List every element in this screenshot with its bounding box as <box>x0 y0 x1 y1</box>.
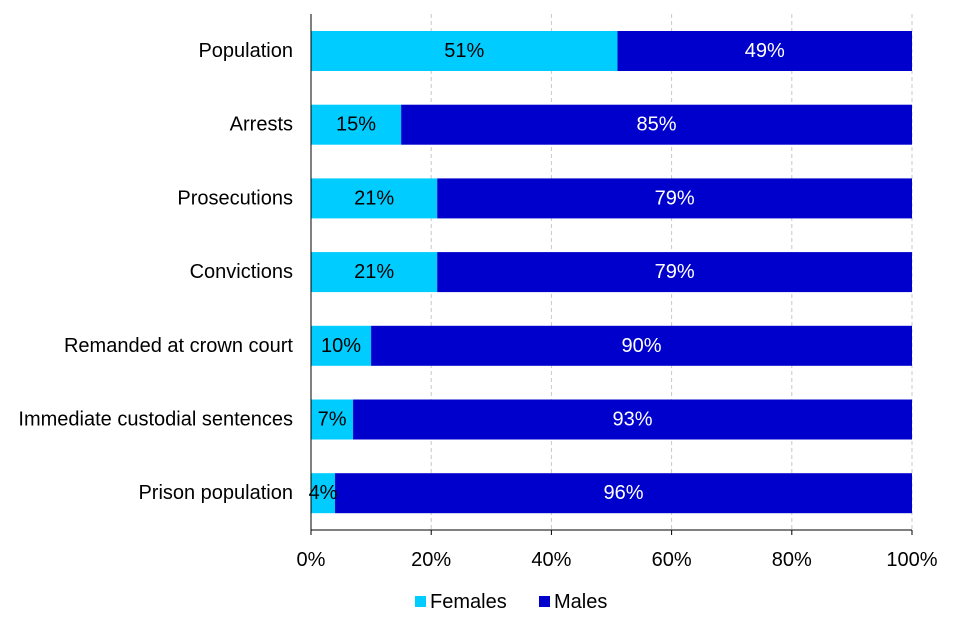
x-tick-label: 0% <box>297 549 326 571</box>
category-label: Prison population <box>138 482 293 504</box>
data-label: 79% <box>655 187 695 209</box>
axes <box>310 14 913 535</box>
legend-swatch-males <box>539 596 550 607</box>
x-tick-label: 40% <box>531 549 571 571</box>
bar-females <box>311 104 402 145</box>
bar-males <box>617 31 912 71</box>
x-tick-label: 100% <box>886 549 937 571</box>
category-label: Convictions <box>190 261 293 283</box>
x-tick-label: 80% <box>772 549 812 571</box>
bar-males <box>437 178 912 219</box>
data-label: 51% <box>444 40 484 62</box>
data-label: 79% <box>655 261 695 283</box>
legend-label-females: Females <box>430 591 507 613</box>
bar-males <box>437 252 912 293</box>
data-label: 49% <box>745 40 785 62</box>
data-label: 21% <box>354 261 394 283</box>
labels: 51% 49% Population 15% 85% Arrests 21% 79% Prose… <box>18 40 937 571</box>
x-tick-label: 20% <box>411 549 451 571</box>
data-label: 10% <box>321 335 361 357</box>
legend-label-males: Males <box>554 591 607 613</box>
data-label: 15% <box>336 114 376 136</box>
data-label: 93% <box>613 409 653 431</box>
category-label: Arrests <box>230 114 293 136</box>
data-label: 90% <box>622 335 662 357</box>
bar-females <box>311 31 618 71</box>
bars <box>311 31 913 514</box>
data-label: 21% <box>354 187 394 209</box>
category-label: Population <box>198 40 293 62</box>
bar-females <box>311 178 438 219</box>
data-label: 96% <box>604 482 644 504</box>
bar-males <box>353 399 912 440</box>
data-label: 85% <box>637 114 677 136</box>
category-label: Remanded at crown court <box>64 335 293 357</box>
x-tick-label: 60% <box>652 549 692 571</box>
bar-males <box>371 325 913 366</box>
bar-females <box>311 473 336 514</box>
legend-swatch-females <box>415 596 426 607</box>
bar-females <box>311 252 438 293</box>
category-label: Prosecutions <box>177 187 293 209</box>
bar-males <box>335 473 912 514</box>
legend: Females Males <box>415 591 607 613</box>
bar-males <box>401 104 912 145</box>
bar-females <box>311 399 354 440</box>
data-label: 4% <box>309 482 338 504</box>
bar-females <box>311 325 372 366</box>
gridlines <box>430 14 913 530</box>
category-label: Immediate custodial sentences <box>18 409 293 431</box>
data-label: 7% <box>318 409 347 431</box>
